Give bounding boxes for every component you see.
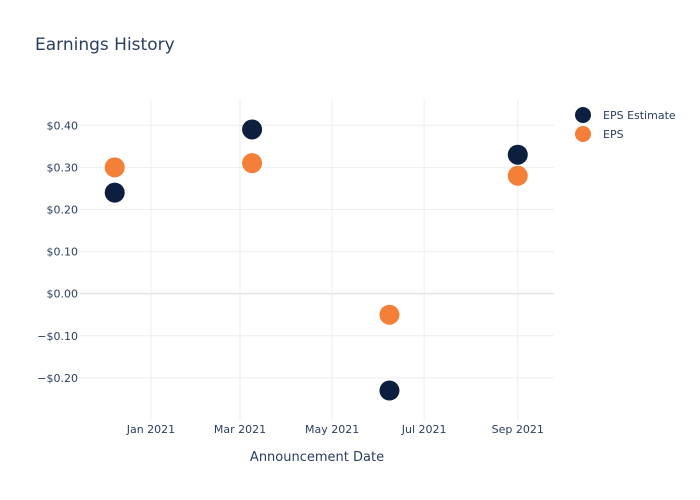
data-point[interactable] xyxy=(507,144,528,165)
y-tick-label: $0.40 xyxy=(47,119,79,132)
y-tick-label: $0.00 xyxy=(47,288,79,301)
series-eps-estimate xyxy=(104,119,528,401)
grid-layer xyxy=(80,100,554,420)
y-tick-label: $0.10 xyxy=(47,246,79,259)
x-tick-label: May 2021 xyxy=(305,423,359,436)
legend[interactable]: EPS Estimate EPS xyxy=(575,107,676,142)
data-point[interactable] xyxy=(379,380,400,401)
data-point[interactable] xyxy=(242,153,263,174)
x-tick-label: Sep 2021 xyxy=(492,423,544,436)
y-tick-label: $0.30 xyxy=(47,161,79,174)
data-points xyxy=(104,119,528,401)
x-axis-ticks: Jan 2021 Mar 2021 May 2021 Jul 2021 Sep 2021 xyxy=(126,423,544,436)
x-axis-title: Announcement Date xyxy=(250,450,384,465)
data-point[interactable] xyxy=(104,182,125,203)
data-point[interactable] xyxy=(379,304,400,325)
legend-item[interactable]: EPS xyxy=(575,126,624,142)
x-tick-label: Jul 2021 xyxy=(401,423,447,436)
y-tick-label: −$0.20 xyxy=(37,372,78,385)
legend-label: EPS xyxy=(603,128,624,141)
series-eps xyxy=(104,153,528,325)
data-point[interactable] xyxy=(507,165,528,186)
legend-marker xyxy=(575,107,591,123)
chart-title: Earnings History xyxy=(35,35,175,55)
y-axis-ticks: $0.40 $0.30 $0.20 $0.10 $0.00 −$0.10 −$0.20 xyxy=(37,119,78,385)
y-tick-label: $0.20 xyxy=(47,203,79,216)
y-tick-label: −$0.10 xyxy=(37,330,78,343)
x-tick-label: Mar 2021 xyxy=(214,423,266,436)
legend-item[interactable]: EPS Estimate xyxy=(575,107,676,123)
data-point[interactable] xyxy=(242,119,263,140)
legend-label: EPS Estimate xyxy=(603,109,676,122)
data-point[interactable] xyxy=(104,157,125,178)
x-tick-label: Jan 2021 xyxy=(126,423,175,436)
legend-marker xyxy=(575,126,591,142)
